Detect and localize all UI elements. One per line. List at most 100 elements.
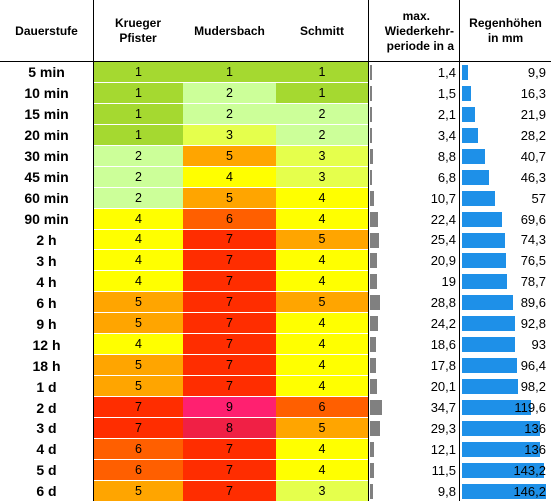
period-bar (370, 358, 377, 374)
mudersbach-class: 2 (183, 103, 276, 125)
duration-label: 15 min (24, 106, 69, 123)
krueger-pfister-class: 5 (94, 480, 183, 502)
header-period-line1: max. (402, 8, 430, 23)
period-bar (370, 85, 372, 101)
return-period-value: 20,9 (430, 253, 456, 269)
return-period-value: 9,8 (437, 483, 456, 499)
table-row: 3 d 7 8 5 29,3 136 (0, 417, 551, 439)
rain-height-value: 76,5 (520, 253, 546, 269)
mudersbach-class: 7 (183, 334, 276, 356)
header-krueger-pfister: Krueger Pfister (93, 0, 183, 62)
duration-label: 3 h (36, 252, 57, 269)
rain-bar (462, 253, 506, 269)
mudersbach-class: 7 (183, 313, 276, 335)
table-row: 5 d 6 7 4 11,5 143,2 (0, 459, 551, 481)
mudersbach-class: 2 (183, 82, 276, 104)
period-bar (370, 400, 382, 416)
mudersbach-class: 3 (183, 124, 276, 146)
period-bar (370, 106, 372, 122)
mudersbach-class: 7 (183, 480, 276, 502)
schmitt-class: 5 (276, 292, 368, 314)
rain-height-value: 93 (531, 337, 546, 353)
period-bar (370, 211, 378, 227)
schmitt-class: 4 (276, 208, 368, 230)
mudersbach-class: 7 (183, 438, 276, 460)
duration-label: 12 h (32, 336, 61, 353)
krueger-pfister-class: 5 (94, 376, 183, 398)
rain-bar (462, 420, 541, 436)
mudersbach-class: 5 (183, 145, 276, 167)
table-row: 30 min 2 5 3 8,8 40,7 (0, 145, 551, 167)
krueger-pfister-class: 4 (94, 250, 183, 272)
duration-label: 2 d (36, 399, 57, 416)
rain-height-value: 136 (524, 420, 546, 436)
rain-height-value: 40,7 (520, 148, 546, 164)
rain-bar (462, 295, 514, 311)
period-bar (370, 420, 381, 436)
period-bar (370, 253, 378, 269)
table-row: 10 min 1 2 1 1,5 16,3 (0, 82, 551, 104)
schmitt-class: 1 (276, 82, 368, 104)
mudersbach-class: 7 (183, 376, 276, 398)
return-period-value: 24,2 (430, 316, 456, 332)
duration-label: 6 h (36, 294, 57, 311)
schmitt-class: 3 (276, 166, 368, 188)
duration-label: 5 min (28, 64, 65, 81)
rain-bar (462, 106, 475, 122)
rain-height-value: 98,2 (520, 379, 546, 395)
mudersbach-class: 7 (183, 292, 276, 314)
rain-bar (462, 85, 472, 101)
krueger-pfister-class: 1 (94, 62, 183, 83)
krueger-pfister-class: 6 (94, 459, 183, 481)
rain-bar (462, 211, 502, 227)
schmitt-class: 2 (276, 124, 368, 146)
rain-bar (462, 65, 468, 80)
rain-bar (462, 274, 508, 290)
schmitt-class: 4 (276, 250, 368, 272)
return-period-value: 28,8 (430, 295, 456, 311)
mudersbach-class: 9 (183, 397, 276, 418)
duration-label: 18 h (32, 357, 61, 374)
krueger-pfister-class: 1 (94, 82, 183, 104)
rain-height-value: 136 (524, 441, 546, 457)
return-period-value: 2,1 (437, 106, 456, 122)
period-bar (370, 148, 374, 164)
header-mudersbach-label: Mudersbach (194, 23, 265, 38)
header-period-line2: Wiederkehr- (384, 23, 454, 38)
header-schmitt-label: Schmitt (299, 23, 344, 38)
schmitt-class: 4 (276, 376, 368, 398)
rain-bar (462, 483, 546, 499)
krueger-pfister-class: 7 (94, 417, 183, 439)
krueger-pfister-class: 5 (94, 313, 183, 335)
schmitt-class: 5 (276, 229, 368, 251)
schmitt-class: 4 (276, 313, 368, 335)
schmitt-class: 1 (276, 62, 368, 83)
rain-bar (462, 127, 479, 143)
schmitt-class: 5 (276, 417, 368, 439)
mudersbach-class: 7 (183, 250, 276, 272)
mudersbach-class: 7 (183, 229, 276, 251)
rain-height-value: 69,6 (520, 211, 546, 227)
table-row: 2 h 4 7 5 25,4 74,3 (0, 229, 551, 251)
schmitt-class: 4 (276, 334, 368, 356)
duration-label: 2 h (36, 231, 57, 248)
rain-bar (462, 358, 518, 374)
period-bar (370, 316, 379, 332)
table-row: 90 min 4 6 4 22,4 69,6 (0, 208, 551, 230)
header-dauerstufe: Dauerstufe (0, 0, 93, 62)
return-period-value: 19 (441, 274, 456, 290)
period-bar (370, 337, 377, 353)
krueger-pfister-class: 7 (94, 397, 183, 418)
krueger-pfister-class: 4 (94, 229, 183, 251)
rain-height-value: 89,6 (520, 295, 546, 311)
rain-bar (462, 400, 531, 416)
column-divider (459, 0, 460, 501)
table-row: 18 h 5 7 4 17,8 96,4 (0, 355, 551, 377)
duration-label: 10 min (24, 85, 69, 102)
table-row: 15 min 1 2 2 2,1 21,9 (0, 103, 551, 125)
krueger-pfister-class: 1 (94, 124, 183, 146)
return-period-value: 1,5 (437, 85, 456, 101)
rain-height-value: 16,3 (520, 85, 546, 101)
rain-bar (462, 190, 495, 206)
